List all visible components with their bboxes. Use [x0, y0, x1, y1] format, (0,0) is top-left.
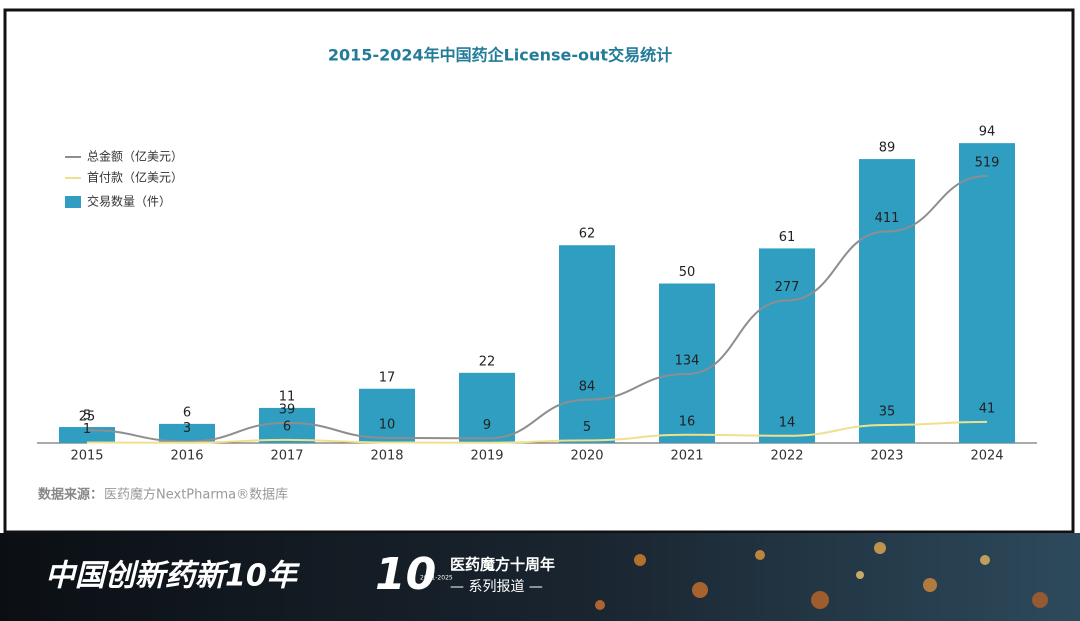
data-label: 5	[583, 420, 591, 435]
banner	[0, 533, 1080, 621]
data-label: 3	[183, 421, 191, 436]
data-label: 10	[379, 417, 396, 432]
bar-label: 11	[279, 389, 296, 404]
bar	[859, 159, 915, 443]
banner-title: 中国创新药新10年	[45, 559, 301, 594]
source: 医药魔方NextPharma®数据库	[104, 487, 288, 503]
source-label: 数据来源：	[38, 487, 103, 503]
bar-label: 61	[779, 230, 796, 245]
banner-logo: 10	[375, 549, 436, 600]
x-tick-label: 2017	[270, 449, 303, 464]
bar-label: 62	[579, 227, 596, 242]
legend-label: 总金额（亿美元）	[87, 149, 183, 164]
data-label: 39	[279, 402, 296, 417]
x-tick-label: 2018	[370, 449, 403, 464]
data-label: 6	[283, 419, 291, 434]
x-tick-label: 2022	[770, 449, 803, 464]
data-label: 134	[675, 354, 700, 369]
x-tick-label: 2015	[70, 449, 103, 464]
banner-brand: 医药魔方十周年	[450, 556, 555, 574]
bar	[759, 248, 815, 443]
bar	[959, 143, 1015, 443]
bar	[259, 407, 315, 443]
line	[86, 174, 988, 443]
x-tick-label: 2020	[570, 449, 603, 464]
bar-label: 94	[979, 125, 996, 140]
data-label: 519	[975, 155, 1000, 170]
bar-label: 89	[879, 141, 896, 156]
x-tick-label: 2016	[170, 449, 203, 464]
legend-label: 交易数量（件）	[87, 194, 171, 209]
x-tick-label: 2024	[970, 449, 1003, 464]
bar-label: 22	[479, 354, 496, 369]
data-label: 14	[779, 415, 796, 430]
x-tick-label: 2019	[470, 449, 503, 464]
chart-title: 2015-2024年中国药企License-out交易统计	[328, 46, 672, 65]
bar	[459, 372, 515, 443]
x-tick-label: 2023	[870, 449, 903, 464]
banner-logo-years: 2011-2025	[420, 575, 453, 582]
data-label: 84	[579, 379, 596, 394]
bar	[159, 423, 215, 443]
data-label: 25	[79, 410, 96, 425]
legend-label: 首付款（亿美元）	[87, 170, 183, 185]
bar	[559, 245, 615, 443]
data-label: 277	[775, 280, 800, 295]
bar-label: 17	[379, 370, 396, 385]
data-label: 35	[879, 404, 896, 419]
data-label: 41	[979, 401, 996, 416]
line	[86, 420, 988, 444]
data-label: 16	[679, 414, 696, 429]
banner-subtitle: — 系列报道 —	[450, 579, 543, 595]
bar-label: 5	[83, 409, 91, 424]
bar	[359, 388, 415, 443]
data-label: 1	[83, 422, 91, 437]
bar	[659, 283, 715, 443]
bar-label: 50	[679, 265, 696, 280]
data-label: 411	[875, 211, 900, 226]
x-tick-label: 2021	[670, 449, 703, 464]
banner-bokeh	[595, 542, 1048, 610]
bar-label: 6	[183, 405, 191, 420]
data-label: 9	[483, 418, 491, 433]
legend-swatch	[65, 196, 81, 208]
